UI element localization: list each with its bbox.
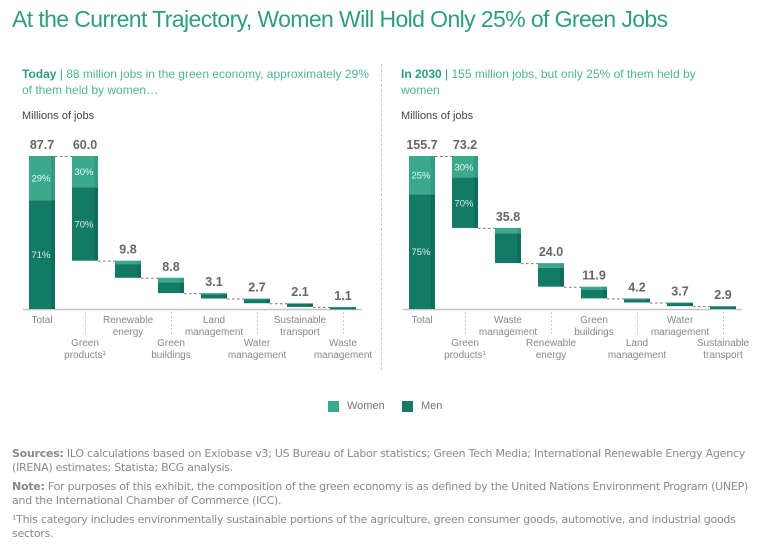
bar-edge-women bbox=[689, 303, 693, 304]
bar-edge-men bbox=[517, 233, 521, 263]
legend-swatch-women bbox=[328, 401, 339, 412]
category-label: Sustainable bbox=[697, 338, 750, 349]
right-panel-heading: In 2030 | 155 million jobs, but only 25%… bbox=[401, 66, 711, 98]
category-label: Waste bbox=[494, 315, 522, 326]
legend-swatch-men bbox=[402, 401, 413, 412]
right-heading-bold: In 2030 bbox=[401, 67, 442, 81]
value-label: 155.7 bbox=[406, 138, 437, 152]
bar-edge-men bbox=[603, 290, 607, 299]
composition-note: Note: For purposes of this exhibit, the … bbox=[12, 480, 762, 507]
legend-item-men: Men bbox=[402, 400, 442, 412]
category-label: Land bbox=[626, 338, 648, 349]
legend-label-men: Men bbox=[421, 400, 442, 412]
bar-edge-men bbox=[431, 194, 435, 309]
left-y-axis-label: Millions of jobs bbox=[22, 110, 94, 122]
bar-edge-women bbox=[603, 287, 607, 290]
bar-edge-men bbox=[560, 268, 564, 287]
bar-land-management bbox=[624, 298, 650, 302]
right-y-axis-label: Millions of jobs bbox=[401, 110, 473, 122]
category-label: products¹ bbox=[444, 350, 486, 361]
category-label: energy bbox=[536, 350, 567, 361]
value-label: 24.0 bbox=[539, 245, 563, 259]
value-label: 4.2 bbox=[628, 280, 645, 294]
legend-item-women: Women bbox=[328, 400, 385, 412]
pct-label-women: 30% bbox=[454, 162, 474, 173]
value-label: 3.7 bbox=[671, 285, 688, 299]
value-label: 35.8 bbox=[496, 210, 520, 224]
bar-edge-women bbox=[646, 298, 650, 299]
category-label: management bbox=[651, 327, 710, 338]
bar-edge-men bbox=[646, 299, 650, 302]
category-label: Water bbox=[667, 315, 694, 326]
page-title: At the Current Trajectory, Women Will Ho… bbox=[12, 6, 668, 33]
legend-label-women: Women bbox=[347, 400, 385, 412]
category-label: buildings bbox=[574, 327, 613, 338]
pct-label-women: 25% bbox=[411, 171, 431, 182]
pct-label-men: 75% bbox=[411, 247, 431, 258]
value-label: 73.2 bbox=[453, 138, 477, 152]
bar-edge-women bbox=[517, 228, 521, 233]
bar-edge-men bbox=[732, 307, 736, 309]
sources-note: Sources: ILO calculations based on Exiob… bbox=[12, 447, 762, 474]
bar-edge-men bbox=[689, 303, 693, 306]
value-label: 2.9 bbox=[714, 288, 731, 302]
footnote: ¹This category includes environmentally … bbox=[12, 513, 762, 540]
category-label: management bbox=[608, 350, 667, 361]
bar-water-management bbox=[667, 303, 693, 307]
left-panel-heading: Today | 88 million jobs in the green eco… bbox=[22, 66, 372, 98]
value-label: 11.9 bbox=[582, 269, 606, 283]
category-label: Green bbox=[451, 338, 479, 349]
left-heading-text: 88 million jobs in the green economy, ap… bbox=[22, 67, 369, 97]
chart-2030: 155.725%75%Total73.230%70%Greenproducts¹… bbox=[0, 130, 768, 380]
bar-edge-men bbox=[474, 178, 478, 228]
category-label: management bbox=[479, 327, 538, 338]
bar-green-buildings bbox=[581, 287, 607, 299]
left-heading-bold: Today bbox=[22, 67, 56, 81]
category-label: Renewable bbox=[526, 338, 576, 349]
bar-waste-management bbox=[495, 228, 521, 263]
notes: Sources: ILO calculations based on Exiob… bbox=[12, 447, 762, 546]
bar-edge-women bbox=[431, 156, 435, 194]
bar-sustainable-transport bbox=[710, 306, 736, 309]
category-label: transport bbox=[703, 350, 743, 361]
bar-edge-women bbox=[474, 156, 478, 178]
category-label: Green bbox=[580, 315, 608, 326]
pct-label-men: 70% bbox=[454, 198, 474, 209]
bar-edge-women bbox=[560, 263, 564, 268]
bar-renewable-energy bbox=[538, 263, 564, 287]
category-label: Total bbox=[411, 315, 432, 326]
